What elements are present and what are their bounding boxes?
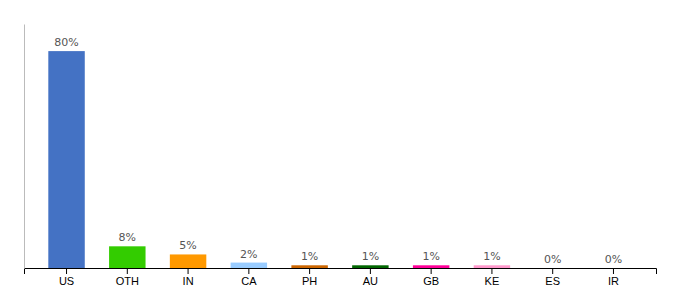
data-label: 1% (301, 250, 318, 263)
x-tick-mark (552, 268, 553, 274)
x-tick: PH (302, 268, 317, 287)
x-tick-label: IN (183, 275, 194, 287)
x-tick-label: AU (363, 275, 378, 287)
bar (534, 268, 570, 269)
x-tick-mark (491, 268, 492, 274)
x-tick: KE (485, 268, 500, 287)
x-tick-mark (127, 268, 128, 274)
x-tick-mark (66, 268, 67, 274)
bar (48, 51, 84, 268)
bar (109, 246, 145, 268)
bars (48, 51, 510, 268)
chart: 80% 8% 5% 2% 1% 1% 1% 1% 0% 0% US OTH IN CA PH AU GB KE ES… (0, 0, 680, 300)
x-tick: CA (241, 268, 257, 287)
x-tick-label: PH (302, 275, 317, 287)
x-tick-mark (613, 268, 614, 274)
x-tick-label: CA (241, 275, 257, 287)
y-axis (24, 25, 25, 269)
plot: 80% 8% 5% 2% 1% 1% 1% 1% 0% 0% US OTH IN CA PH AU GB KE ES… (25, 25, 657, 287)
data-label: 1% (362, 250, 379, 263)
data-labels: 80% 8% 5% 2% 1% 1% 1% 1% 0% 0% (54, 36, 622, 266)
bar (231, 263, 267, 268)
bar (291, 265, 327, 268)
x-tick-mark (370, 268, 371, 274)
x-tick-mark (431, 268, 432, 274)
x-tick-mark (248, 268, 249, 274)
data-label: 0% (605, 253, 622, 266)
x-tick-label: IR (608, 275, 619, 287)
bar (352, 265, 388, 268)
bar (413, 265, 449, 268)
x-tick: US (59, 268, 74, 287)
x-tick: IR (608, 268, 619, 287)
x-axis-line (25, 269, 657, 275)
x-tick-label: KE (485, 275, 500, 287)
x-tick-label: OTH (116, 275, 139, 287)
x-tick-mark (309, 268, 310, 274)
x-tick-label: US (59, 275, 74, 287)
x-tick: ES (545, 268, 560, 287)
x-tick: AU (363, 268, 378, 287)
x-axis: US OTH IN CA PH AU GB KE ES IR (25, 268, 657, 287)
x-tick-label: ES (545, 275, 560, 287)
data-label: 0% (544, 253, 561, 266)
x-tick: OTH (116, 268, 139, 287)
x-tick-mark (188, 268, 189, 274)
data-label: 2% (240, 248, 257, 261)
bar (170, 254, 206, 268)
data-label: 8% (119, 231, 136, 244)
bar (595, 268, 631, 269)
data-label: 1% (422, 250, 439, 263)
x-tick: GB (423, 268, 439, 287)
x-tick-label: GB (423, 275, 439, 287)
y-axis-line (24, 25, 25, 269)
x-tick: IN (183, 268, 194, 287)
data-label: 5% (179, 239, 196, 252)
data-label: 80% (54, 36, 78, 49)
bar (474, 265, 510, 268)
data-label: 1% (483, 250, 500, 263)
